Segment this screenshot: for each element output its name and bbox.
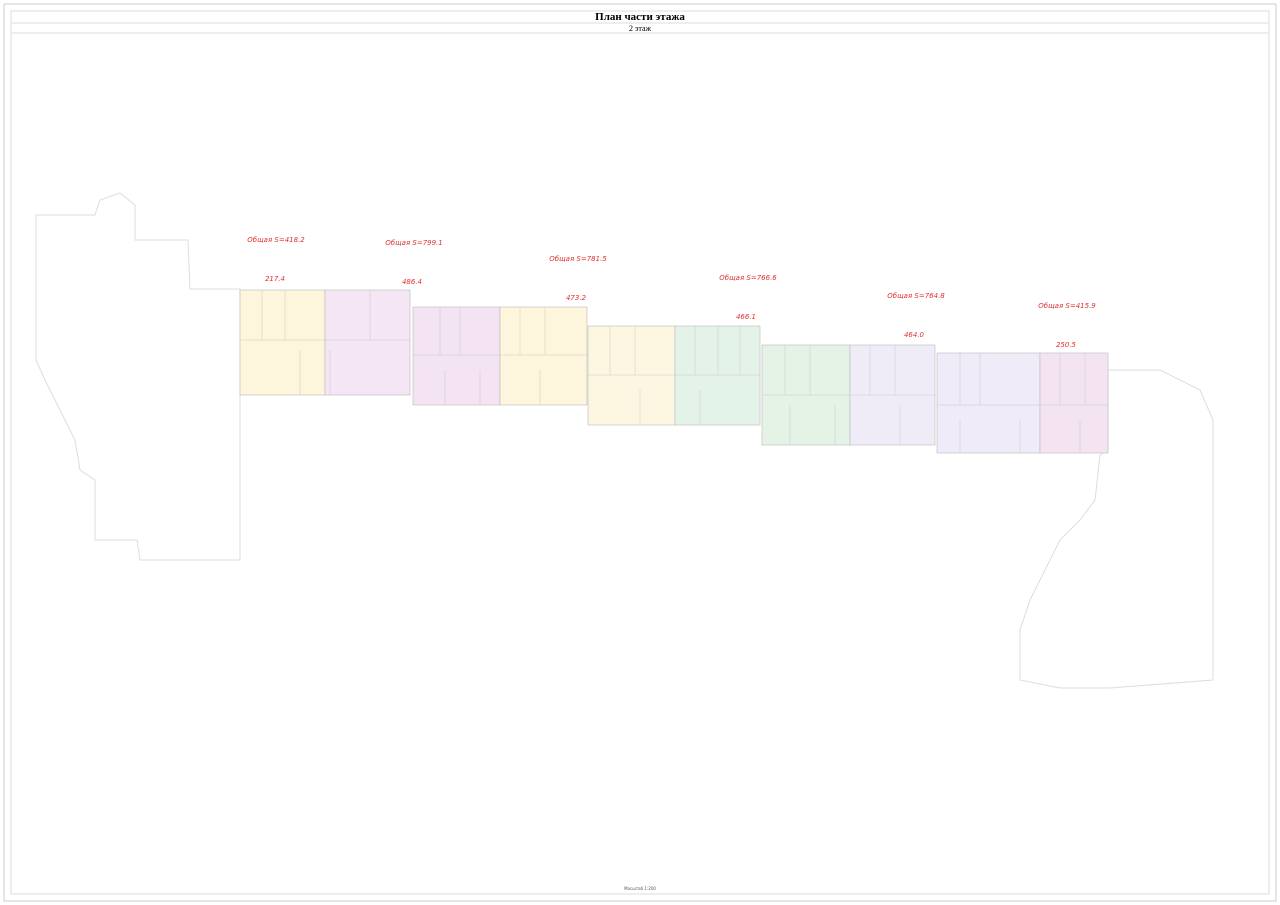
section-block [936,352,1041,454]
section-block [587,325,676,426]
section-block [412,306,501,406]
section-block [674,325,761,426]
left-wing-outline [35,192,241,561]
section-block [239,289,326,396]
total-area: Общая S=764.8 [887,292,945,300]
subtitle: 2 этаж [629,24,652,33]
frame [10,10,1270,895]
right-wing-outline [1019,369,1214,689]
area-labels: Общая S=418.2 217.4 Общая S=799.1 486.4 … [247,236,1096,349]
total-area: Общая S=799.1 [385,239,443,247]
area: 217.4 [265,275,285,283]
area: 250.5 [1056,341,1077,349]
title: План части этажа [595,11,685,23]
area: 466.1 [736,313,756,321]
total-area: Общая S=415.9 [1038,302,1096,310]
sheet-border [3,3,1277,902]
room-walls [240,290,1108,453]
scale-note: Масштаб 1:200 [624,886,656,891]
total-area: Общая S=781.5 [549,255,607,263]
total-area: Общая S=418.2 [247,236,305,244]
area: 464.0 [904,331,925,339]
section-block [499,306,588,406]
area: 486.4 [402,278,422,286]
section-block [324,289,411,396]
plan-sections [239,289,1109,454]
total-area: Общая S=766.6 [719,274,777,282]
section-block [1039,352,1109,454]
area: 473.2 [566,294,587,302]
